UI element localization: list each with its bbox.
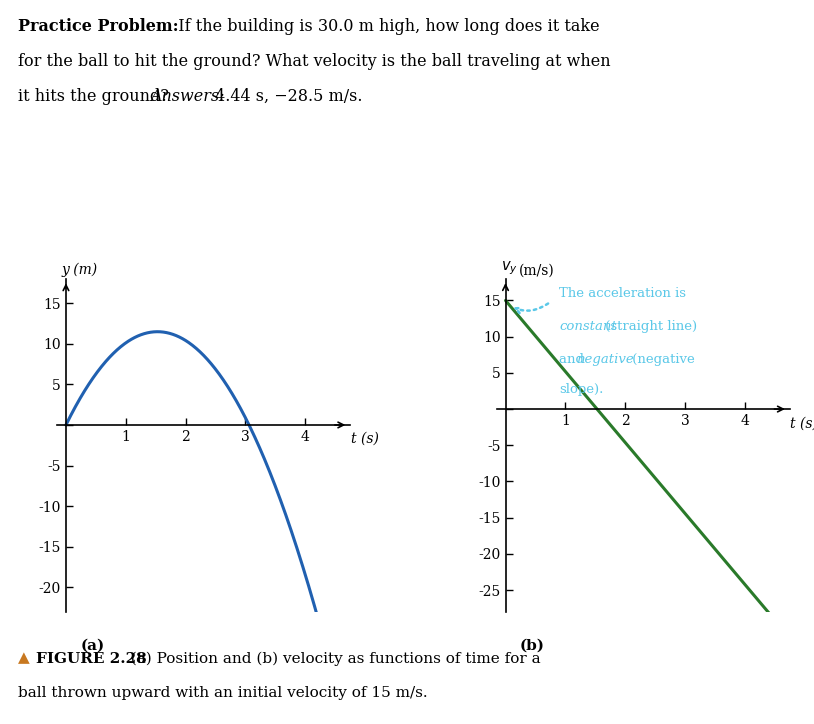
Text: 4.44 s, −28.5 m/s.: 4.44 s, −28.5 m/s. <box>210 88 362 104</box>
Text: t (s): t (s) <box>351 432 379 445</box>
Text: The acceleration is: The acceleration is <box>559 287 686 300</box>
Text: ball thrown upward with an initial velocity of 15 m/s.: ball thrown upward with an initial veloc… <box>18 686 427 700</box>
Text: FIGURE 2.28: FIGURE 2.28 <box>36 652 147 665</box>
Text: for the ball to hit the ground? What velocity is the ball traveling at when: for the ball to hit the ground? What vel… <box>18 53 610 70</box>
Text: constant: constant <box>559 320 617 333</box>
Text: ▲: ▲ <box>18 652 29 665</box>
Text: slope).: slope). <box>559 383 604 396</box>
Text: If the building is 30.0 m high, how long does it take: If the building is 30.0 m high, how long… <box>168 18 600 35</box>
Text: (m/s): (m/s) <box>519 264 554 277</box>
Text: negative: negative <box>576 353 634 366</box>
Text: (a): (a) <box>81 639 105 652</box>
Text: Answers:: Answers: <box>150 88 225 104</box>
Text: (a) Position and (b) velocity as functions of time for a: (a) Position and (b) velocity as functio… <box>121 652 541 666</box>
Text: and: and <box>559 353 589 366</box>
Text: (b): (b) <box>520 639 545 652</box>
Text: (straight line): (straight line) <box>602 320 698 333</box>
Text: t (s): t (s) <box>790 416 814 430</box>
Text: Practice Problem:: Practice Problem: <box>18 18 178 35</box>
Text: it hits the ground?: it hits the ground? <box>18 88 174 104</box>
Text: (negative: (negative <box>628 353 695 366</box>
Text: y (m): y (m) <box>61 263 98 277</box>
Text: $v_y$: $v_y$ <box>501 260 518 277</box>
